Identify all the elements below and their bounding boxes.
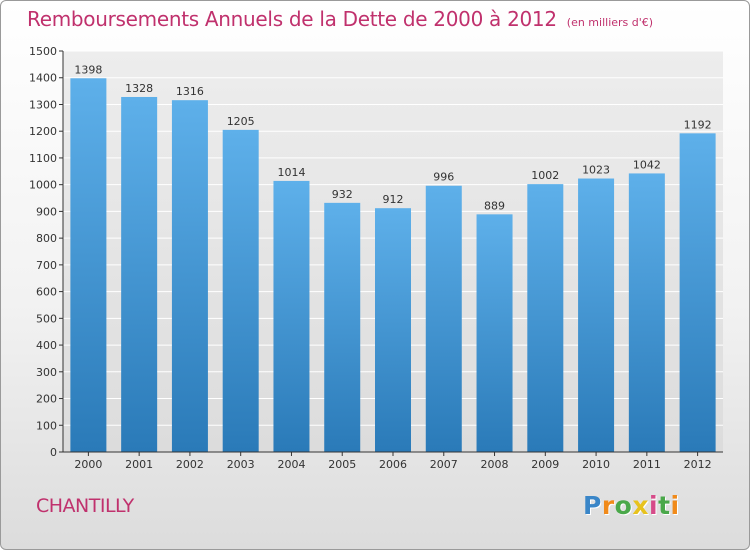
x-tick-label: 2001 <box>125 458 153 471</box>
data-label: 889 <box>484 199 505 212</box>
bar-2012 <box>679 133 716 452</box>
y-tick-label: 1200 <box>29 125 57 138</box>
bar-2007 <box>425 185 462 452</box>
commune-name: CHANTILLY <box>36 495 134 517</box>
bar-2004 <box>273 180 310 452</box>
y-tick-label: 800 <box>36 232 57 245</box>
bar-2005 <box>324 202 361 452</box>
y-tick-label: 700 <box>36 259 57 272</box>
x-tick-label: 2009 <box>531 458 559 471</box>
title-unit: (en milliers d'€) <box>566 16 654 29</box>
bar-2003 <box>222 129 259 452</box>
y-tick-label: 900 <box>36 205 57 218</box>
y-tick-label: 100 <box>36 419 57 432</box>
data-label: 1316 <box>176 85 204 98</box>
bar-2008 <box>476 214 513 452</box>
x-tick-label: 2000 <box>74 458 102 471</box>
x-tick-label: 2011 <box>633 458 661 471</box>
x-tick-label: 2005 <box>328 458 356 471</box>
x-tick-label: 2008 <box>481 458 509 471</box>
x-tick-label: 2004 <box>277 458 305 471</box>
data-label: 996 <box>433 171 454 184</box>
x-tick-label: 2002 <box>176 458 204 471</box>
data-label: 1205 <box>227 115 255 128</box>
title-text: Remboursements Annuels de la Dette de 20… <box>27 7 557 31</box>
bar-2011 <box>628 173 665 452</box>
x-tick-label: 2010 <box>582 458 610 471</box>
y-tick-label: 1300 <box>29 98 57 111</box>
bar-2006 <box>375 208 411 452</box>
data-label: 1192 <box>684 118 712 131</box>
y-tick-label: 400 <box>36 339 57 352</box>
data-label: 932 <box>332 188 353 201</box>
x-tick-label: 2006 <box>379 458 407 471</box>
x-tick-label: 2012 <box>684 458 712 471</box>
bar-2002 <box>171 100 208 452</box>
bar-2001 <box>121 96 158 453</box>
x-tick-label: 2003 <box>227 458 255 471</box>
data-label: 1002 <box>531 169 559 182</box>
proxiti-logo: Proxiti <box>583 491 680 520</box>
data-label: 1023 <box>582 164 610 177</box>
x-tick-label: 2007 <box>430 458 458 471</box>
data-label: 1398 <box>74 63 102 76</box>
bar-2000 <box>70 78 107 452</box>
data-label: 912 <box>383 193 404 206</box>
data-label: 1042 <box>633 158 661 171</box>
y-tick-label: 600 <box>36 286 57 299</box>
y-tick-label: 0 <box>50 446 57 459</box>
chart-title: Remboursements Annuels de la Dette de 20… <box>27 7 653 31</box>
y-tick-label: 200 <box>36 393 57 406</box>
y-tick-label: 500 <box>36 312 57 325</box>
y-tick-label: 1100 <box>29 152 57 165</box>
data-label: 1328 <box>125 82 153 95</box>
y-tick-label: 1400 <box>29 72 57 85</box>
bar-2009 <box>527 184 564 452</box>
y-tick-label: 1500 <box>29 45 57 58</box>
y-tick-label: 300 <box>36 366 57 379</box>
data-label: 1014 <box>277 166 305 179</box>
bar-2010 <box>578 178 615 452</box>
y-tick-label: 1000 <box>29 179 57 192</box>
